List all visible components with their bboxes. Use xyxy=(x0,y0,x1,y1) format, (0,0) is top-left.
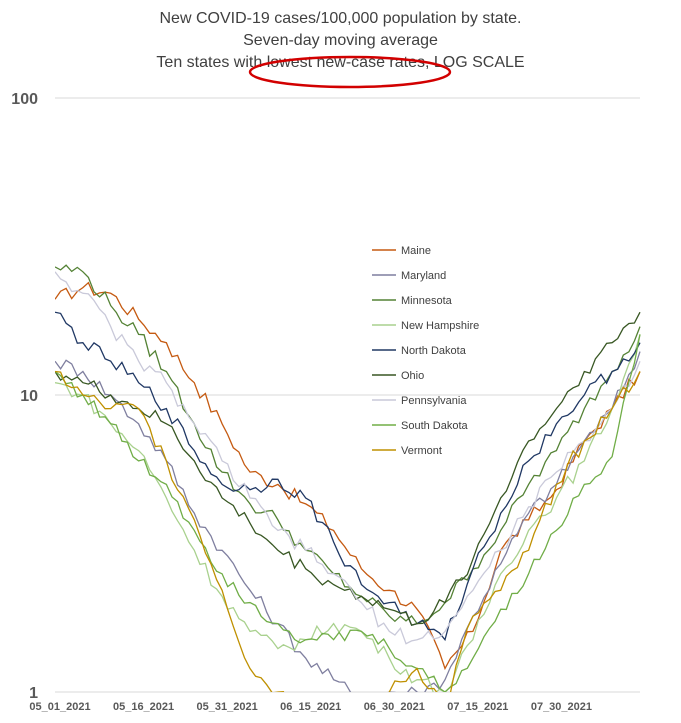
legend-label: Ohio xyxy=(401,370,424,382)
series-line-south-dakota xyxy=(55,334,641,692)
series-lines xyxy=(55,264,641,692)
chart-title-block: New COVID-19 cases/100,000 population by… xyxy=(0,8,681,74)
series-line-north-dakota xyxy=(55,311,641,642)
x-tick-label: 05_31_2021 xyxy=(197,701,258,713)
series-line-ohio xyxy=(55,311,641,626)
legend-label: North Dakota xyxy=(401,345,467,357)
series-line-minnesota xyxy=(55,264,641,625)
chart-title-line-1: New COVID-19 cases/100,000 population by… xyxy=(159,10,522,27)
x-tick-label: 06_15_2021 xyxy=(280,701,341,713)
legend: Maine Maryland Minnesota New Hampshire North… xyxy=(372,245,479,457)
y-tick-label: 100 xyxy=(11,91,38,108)
series-line-pennsylvania xyxy=(55,271,641,645)
y-tick-label: 1 xyxy=(29,685,38,702)
series-line-maryland xyxy=(55,351,641,692)
series-line-vermont xyxy=(55,370,641,692)
series-line-new-hampshire xyxy=(55,334,641,692)
chart-title-line-2: Seven-day moving average xyxy=(243,32,438,49)
highlight-ellipse xyxy=(248,55,452,89)
y-tick-label: 10 xyxy=(20,388,38,405)
x-tick-label: 05_01_2021 xyxy=(29,701,90,713)
legend-label: Vermont xyxy=(401,445,442,457)
x-tick-label: 07_30_2021 xyxy=(531,701,592,713)
legend-label: South Dakota xyxy=(401,420,469,432)
chart-title-line-3: Ten states with lowest new-case rates, L… xyxy=(156,54,525,71)
x-tick-label: 05_16_2021 xyxy=(113,701,174,713)
y-axis-ticks: 1 10 100 xyxy=(11,91,38,702)
legend-label: Minnesota xyxy=(401,295,453,307)
x-tick-label: 06_30_2021 xyxy=(364,701,425,713)
x-axis-ticks: 05_01_2021 05_16_2021 05_31_2021 06_15_2021… xyxy=(29,701,592,713)
gridlines xyxy=(55,97,640,693)
x-tick-label: 07_15_2021 xyxy=(447,701,508,713)
legend-label: Maryland xyxy=(401,270,446,282)
legend-label: New Hampshire xyxy=(401,320,479,332)
legend-label: Pennsylvania xyxy=(401,395,467,407)
legend-label: Maine xyxy=(401,245,431,257)
series-line-maine xyxy=(55,281,641,671)
